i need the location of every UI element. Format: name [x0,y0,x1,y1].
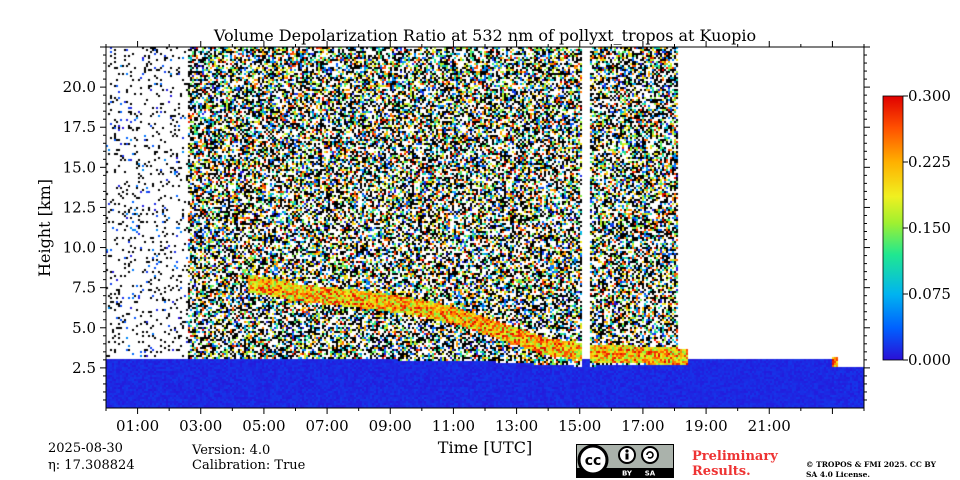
by-label: BY [622,470,633,478]
y-tick-label: 2.5 [72,359,96,377]
colorbar-tick-label: 0.000 [908,351,951,369]
x-tick-label: 13:00 [495,417,538,435]
x-tick-label: 09:00 [369,417,412,435]
sa-label: SA [645,470,656,478]
chart-title: Volume Depolarization Ratio at 532 nm of… [213,26,756,45]
colorbar-tick-label: 0.225 [908,153,951,171]
footer-date: 2025-08-30 [48,441,123,456]
x-tick-label: 07:00 [305,417,348,435]
footer-calibration: Calibration: True [192,458,306,473]
cc-by-sa-badge: cc BY SA [576,444,674,478]
x-tick-label: 11:00 [432,417,475,435]
colorbar-axis: 0.000 0.075 0.150 0.225 0.300 [903,87,951,369]
sa-icon [641,446,659,464]
y-tick-label: 7.5 [72,279,96,297]
colorbar-tick-label: 0.075 [908,285,951,303]
y-axis: 2.5 5.0 7.5 10.0 12.5 15.0 17.5 20.0 [63,46,870,401]
y-tick-label: 17.5 [63,118,96,136]
x-axis-label: Time [UTC] [438,438,532,457]
copyright-notice: © TROPOS & FMI 2025. CC BY SA 4.0 Licens… [806,460,936,479]
colorbar-tick-label: 0.150 [908,219,951,237]
x-axis: 01:00 03:00 05:00 07:00 09:00 11:00 13:00 15:00… [105,41,865,435]
plot-area [106,47,864,408]
colorbar-tick-label: 0.300 [908,87,951,105]
footer-version: Version: 4.0 [192,443,271,458]
depolarization-heatmap [106,47,864,408]
x-tick-label: 19:00 [684,417,727,435]
colorbar [882,95,904,361]
x-tick-label: 15:00 [558,417,601,435]
footer-eta: η: 17.308824 [48,458,135,473]
y-tick-label: 10.0 [63,239,96,257]
y-tick-label: 20.0 [63,78,96,96]
x-tick-label: 05:00 [242,417,285,435]
y-tick-label: 15.0 [63,158,96,176]
x-tick-label: 03:00 [179,417,222,435]
cc-text: cc [585,453,602,469]
preliminary-results-label: Preliminary Results. [692,449,778,479]
y-tick-label: 5.0 [72,319,96,337]
x-tick-label: 17:00 [621,417,664,435]
y-axis-label: Height [km] [35,179,54,277]
x-tick-label: 21:00 [748,417,791,435]
x-tick-label: 01:00 [116,417,159,435]
y-tick-label: 12.5 [63,198,96,216]
